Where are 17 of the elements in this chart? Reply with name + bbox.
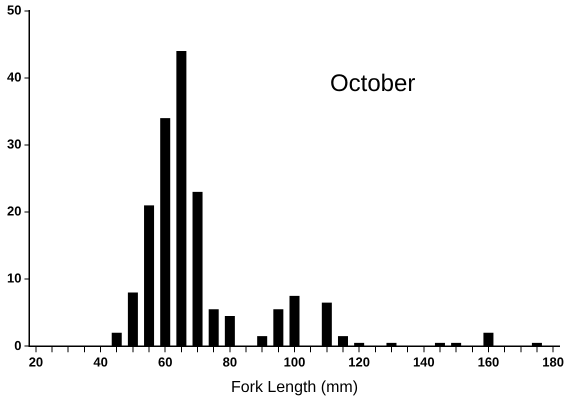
x-tick-label: 120 xyxy=(348,354,370,370)
y-tick-label: 0 xyxy=(14,338,22,353)
x-tick-label: 60 xyxy=(158,354,172,370)
x-tick-label: 80 xyxy=(222,354,238,370)
y-tick-label: 20 xyxy=(6,204,22,219)
x-tick-label: 40 xyxy=(93,354,108,370)
x-tick-label: 100 xyxy=(284,354,306,370)
x-tick-label: 160 xyxy=(478,354,500,370)
y-tick-label: 10 xyxy=(6,270,22,286)
y-tick-label: 50 xyxy=(6,2,22,18)
x-tick-label: 20 xyxy=(28,354,44,370)
y-tick-label: 30 xyxy=(6,136,22,152)
x-tick-label: 180 xyxy=(542,354,564,370)
annotation: October xyxy=(330,70,416,98)
x-tick-label: 140 xyxy=(412,354,435,370)
y-tick-label: 40 xyxy=(6,69,22,84)
x-axis-title: Fork Length (mm) xyxy=(230,378,358,396)
